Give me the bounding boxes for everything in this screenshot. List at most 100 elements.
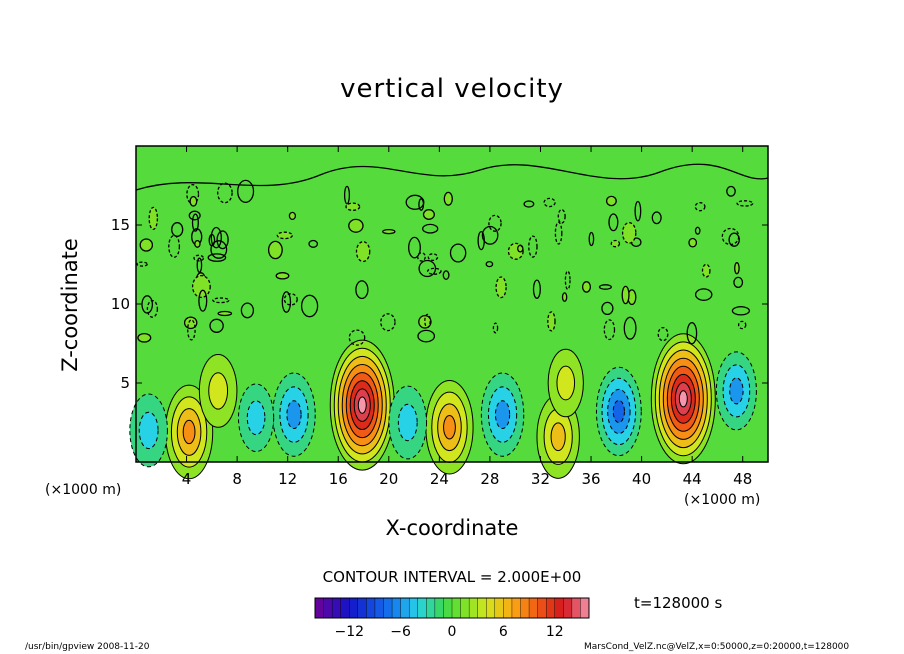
upper-contour-63 (418, 259, 437, 278)
upper-contour-51 (348, 329, 366, 346)
chart-title: vertical velocity (340, 74, 564, 104)
upper-contour-39 (694, 202, 706, 212)
upper-contours (136, 179, 754, 346)
x-tick-label-44: 44 (682, 470, 702, 488)
upper-contour-103 (610, 239, 621, 248)
colorbar-cell-16 (451, 597, 462, 619)
upper-contour-104 (382, 228, 396, 235)
upper-contour-105 (355, 241, 371, 263)
upper-contour-84 (726, 185, 736, 197)
upper-contour-76 (217, 182, 233, 204)
colorbar-tick-4: 12 (545, 624, 564, 640)
colorbar-cell-4 (349, 597, 359, 619)
colorbar-cell-0 (314, 597, 325, 619)
upper-contour-52 (422, 209, 435, 220)
downdraft-cell-9-level-4 (612, 399, 625, 424)
upper-contour-77 (148, 206, 159, 231)
x-tick-label-24: 24 (429, 470, 449, 488)
upper-contour-96 (380, 313, 396, 332)
upper-contour-108 (449, 243, 467, 263)
colorbar-tick-3: 6 (498, 624, 508, 640)
upper-contour-13 (598, 284, 612, 290)
upper-contour-28 (417, 329, 436, 343)
upper-contour-40 (212, 297, 230, 304)
x-tick-label-4: 4 (181, 470, 192, 488)
upper-contour-4 (207, 253, 227, 262)
top-contour-line (135, 163, 769, 191)
colorbar-cell-6 (366, 597, 376, 619)
x-tick-label-20: 20 (379, 470, 399, 488)
upper-contour-15 (139, 238, 154, 252)
upper-contour-44 (308, 239, 319, 248)
colorbar-cell-29 (563, 597, 573, 619)
upper-contour-70 (731, 306, 751, 316)
downdraft-cell-12-level-2 (397, 403, 418, 442)
footer-left: /usr/bin/gpview 2008-11-20 (25, 642, 150, 652)
colorbar-cell-3 (340, 597, 350, 619)
upper-contour-69 (146, 299, 159, 318)
upper-contour-89 (288, 211, 297, 221)
upper-contour-107 (495, 276, 507, 299)
colorbar-cell-7 (374, 597, 385, 619)
upper-contour-88 (427, 253, 439, 262)
field-layer (129, 333, 757, 480)
upper-contour-7 (187, 319, 196, 341)
upper-contour-49 (603, 319, 616, 341)
upper-contour-29 (623, 316, 637, 340)
x-tick-label-32: 32 (530, 470, 551, 488)
upper-contour-31 (601, 301, 614, 316)
colorbar-frame (314, 597, 590, 619)
updraft-cell-5-level-2 (208, 372, 229, 410)
x-tick-label-12: 12 (278, 470, 298, 488)
colorbar-cell-21 (494, 597, 504, 619)
upper-contour-26 (408, 236, 421, 259)
colorbar-cell-30 (571, 597, 581, 619)
upper-contour-93 (701, 263, 711, 278)
upper-contour-78 (275, 272, 290, 280)
upper-contour-8 (507, 242, 524, 260)
colorbar-cell-15 (443, 597, 453, 619)
upper-contour-92 (657, 326, 669, 342)
x-tick-label-36: 36 (581, 470, 601, 488)
colorbar-cell-9 (391, 597, 402, 619)
upper-contour-98 (621, 221, 637, 244)
colorbar-cell-22 (503, 597, 513, 619)
upper-contour-10 (728, 232, 740, 247)
colorbar-cell-28 (554, 597, 564, 619)
y-tick-label-5: 5 (120, 374, 130, 392)
upper-contour-37 (188, 210, 201, 221)
upper-contour-21 (276, 231, 293, 240)
upper-contour-36 (651, 211, 662, 225)
upper-contour-24 (581, 281, 592, 293)
colorbar-tick-1: −6 (390, 624, 411, 640)
colorbar-cell-31 (580, 597, 590, 619)
y-axis-label: Z-coordinate (58, 238, 82, 372)
updraft-cell-0-level-8 (357, 396, 367, 414)
upper-contour-80 (721, 227, 740, 246)
upper-contour-81 (216, 230, 229, 250)
x-tick-label-48: 48 (733, 470, 753, 488)
y-tick-label-10: 10 (110, 295, 130, 313)
upper-contour-25 (189, 195, 198, 207)
colorbar-cell-5 (357, 597, 367, 619)
upper-contour-64 (422, 223, 439, 234)
updraft-cell-3-level-4 (443, 415, 456, 440)
updraft-cell-2-level-4 (182, 419, 196, 445)
upper-contour-17 (694, 226, 701, 235)
colorbar-cell-20 (486, 597, 496, 619)
upper-contour-109 (198, 289, 208, 312)
upper-contour-22 (523, 200, 535, 208)
colorbar-cell-2 (331, 597, 342, 619)
upper-contour-58 (528, 235, 538, 258)
upper-contour-20 (443, 191, 453, 206)
colorbar-cell-19 (477, 597, 487, 619)
time-label: t=128000 s (634, 594, 723, 612)
upper-contour-61 (194, 239, 201, 248)
upper-contour-67 (605, 195, 617, 207)
downdraft-cell-10-level-3 (729, 377, 744, 405)
colorbar-cell-11 (408, 597, 419, 619)
colorbar-cell-24 (520, 597, 530, 619)
colorbar-cell-26 (537, 597, 547, 619)
upper-contour-3 (485, 260, 494, 268)
